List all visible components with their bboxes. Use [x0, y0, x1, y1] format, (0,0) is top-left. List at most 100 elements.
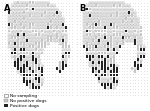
- Bar: [86, 36, 88, 39]
- Bar: [56, 14, 58, 17]
- Bar: [104, 83, 106, 86]
- Bar: [119, 23, 121, 26]
- Bar: [92, 45, 94, 48]
- Bar: [17, 67, 19, 70]
- Bar: [29, 52, 31, 54]
- Bar: [95, 26, 97, 29]
- Bar: [98, 1, 100, 4]
- Bar: [41, 83, 43, 86]
- Bar: [11, 11, 13, 14]
- Bar: [23, 55, 25, 57]
- Bar: [11, 14, 13, 17]
- Bar: [59, 26, 61, 29]
- Bar: [35, 30, 37, 32]
- Bar: [101, 42, 103, 45]
- Bar: [116, 42, 118, 45]
- Bar: [50, 14, 52, 17]
- Bar: [89, 52, 91, 54]
- Bar: [14, 14, 16, 17]
- Bar: [23, 4, 25, 7]
- Bar: [29, 70, 31, 73]
- Bar: [98, 39, 100, 42]
- Bar: [23, 17, 25, 20]
- Bar: [92, 26, 94, 29]
- Bar: [110, 61, 112, 64]
- Bar: [26, 80, 28, 83]
- Bar: [8, 42, 10, 45]
- Bar: [98, 70, 100, 73]
- Bar: [95, 23, 97, 26]
- Bar: [68, 52, 70, 54]
- Bar: [32, 52, 34, 54]
- Bar: [29, 77, 31, 80]
- Bar: [95, 4, 97, 7]
- Bar: [116, 1, 118, 4]
- Bar: [29, 14, 31, 17]
- Bar: [32, 26, 34, 29]
- Bar: [41, 17, 43, 20]
- Bar: [107, 70, 109, 73]
- Bar: [98, 4, 100, 7]
- Bar: [56, 17, 58, 20]
- Bar: [59, 36, 61, 39]
- Bar: [137, 36, 139, 39]
- Bar: [65, 45, 67, 48]
- Bar: [32, 33, 34, 36]
- Bar: [35, 64, 37, 67]
- Bar: [101, 64, 103, 67]
- Bar: [119, 1, 121, 4]
- Bar: [110, 30, 112, 32]
- Bar: [41, 49, 43, 51]
- Bar: [101, 67, 103, 70]
- Bar: [128, 17, 130, 20]
- Bar: [128, 39, 130, 42]
- Bar: [116, 36, 118, 39]
- Bar: [23, 77, 25, 80]
- Bar: [119, 14, 121, 17]
- Bar: [53, 8, 55, 10]
- Bar: [20, 45, 22, 48]
- Bar: [62, 52, 64, 54]
- Bar: [86, 42, 88, 45]
- Bar: [140, 52, 142, 54]
- Bar: [11, 33, 13, 36]
- Bar: [14, 17, 16, 20]
- Bar: [23, 58, 25, 61]
- Bar: [101, 80, 103, 83]
- Bar: [113, 52, 115, 54]
- Bar: [116, 70, 118, 73]
- Bar: [113, 4, 115, 7]
- Bar: [131, 20, 133, 23]
- Bar: [35, 20, 37, 23]
- Bar: [89, 20, 91, 23]
- Bar: [14, 55, 16, 57]
- Bar: [56, 30, 58, 32]
- Bar: [35, 14, 37, 17]
- Bar: [92, 36, 94, 39]
- Bar: [107, 11, 109, 14]
- Bar: [65, 49, 67, 51]
- Bar: [20, 52, 22, 54]
- Bar: [38, 4, 40, 7]
- Bar: [62, 45, 64, 48]
- Bar: [20, 14, 22, 17]
- Bar: [38, 30, 40, 32]
- Text: A: A: [4, 4, 11, 13]
- Bar: [41, 64, 43, 67]
- Bar: [17, 52, 19, 54]
- Bar: [26, 20, 28, 23]
- Bar: [11, 26, 13, 29]
- Bar: [17, 1, 19, 4]
- Bar: [98, 55, 100, 57]
- Bar: [38, 8, 40, 10]
- Bar: [95, 36, 97, 39]
- Bar: [23, 11, 25, 14]
- Bar: [104, 8, 106, 10]
- Bar: [128, 4, 130, 7]
- Bar: [62, 20, 64, 23]
- Bar: [38, 23, 40, 26]
- Bar: [47, 20, 49, 23]
- Bar: [59, 39, 61, 42]
- Bar: [35, 61, 37, 64]
- Bar: [11, 42, 13, 45]
